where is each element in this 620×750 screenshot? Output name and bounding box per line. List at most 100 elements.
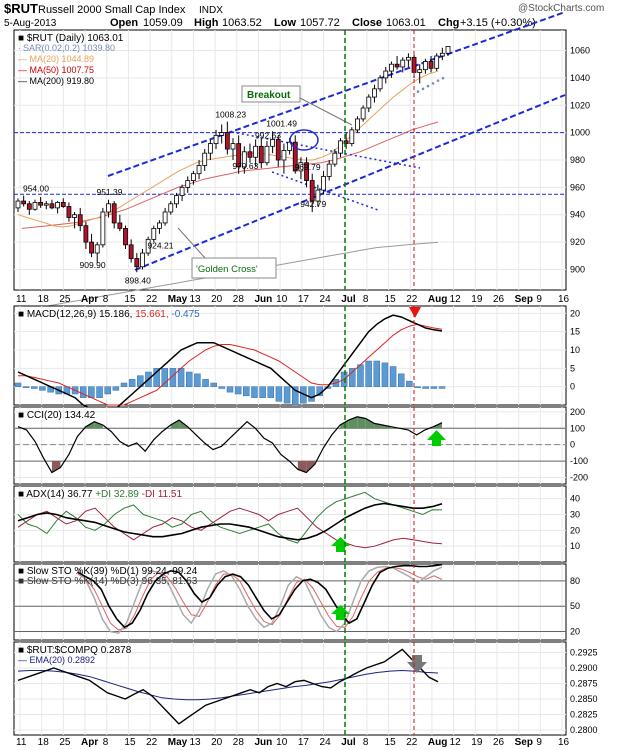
- price-label: 942.79: [300, 199, 326, 209]
- cci-line: [17, 416, 443, 474]
- header-date: 5-Aug-2013: [4, 18, 57, 29]
- red-down-arrow-icon: [409, 307, 421, 318]
- candle-body: [343, 140, 349, 144]
- candle-body: [196, 165, 202, 175]
- price-label: 970.63: [232, 161, 258, 171]
- macd-histogram-bar: [31, 386, 38, 389]
- price-label: 1001.49: [266, 119, 297, 129]
- x-tick-label: Jun: [254, 294, 272, 305]
- macd-histogram-bar: [161, 368, 169, 387]
- candle-body: [213, 134, 219, 144]
- candle-body: [185, 180, 191, 188]
- x-tick-label: 10: [276, 737, 288, 748]
- candle-body: [140, 252, 145, 268]
- x-tick-label: 17: [298, 737, 310, 748]
- x-tick-label: Sep: [515, 294, 533, 305]
- sar-dot: [431, 82, 435, 85]
- x-tick-label: 17: [298, 294, 310, 305]
- x-tick-label: 8: [363, 294, 369, 305]
- y-tick-label: 30: [570, 510, 580, 520]
- y-tick-label: 1060: [570, 46, 590, 56]
- header-close: 1063.01: [386, 17, 426, 29]
- macd-histogram-bar: [218, 386, 226, 389]
- di-minus-label: -DI 11.51: [142, 489, 183, 500]
- ratio-panel: 0.2925 0.2900 0.2875 0.2850 0.2825 0.2800 ■ $R…: [13, 641, 598, 736]
- macd-histogram-bar: [414, 386, 421, 388]
- candle-body: [83, 225, 89, 243]
- x-tick-label: Jul: [341, 737, 356, 748]
- candle-body: [145, 238, 151, 254]
- candle-body: [151, 228, 157, 240]
- candle-body: [309, 180, 315, 202]
- macd-histogram-bar: [275, 386, 283, 402]
- candle-body: [123, 228, 128, 246]
- candle-body: [326, 163, 332, 177]
- candle-body: [247, 151, 253, 158]
- candle-body: [38, 202, 44, 206]
- x-tick-label: 25: [59, 737, 71, 748]
- macd-histogram-bar: [202, 379, 209, 387]
- header-close-label: Close: [352, 17, 382, 29]
- candle-body: [270, 139, 276, 147]
- macd-histogram-bar: [430, 386, 438, 389]
- candle-body: [219, 132, 225, 136]
- price-label: 909.90: [80, 260, 106, 270]
- sto-k39-line: [77, 563, 443, 629]
- candle-body: [275, 139, 281, 161]
- x-tick-label: 24: [320, 294, 332, 305]
- price-label: 924.21: [147, 240, 173, 250]
- y-tick-label: 50: [570, 601, 580, 611]
- candle-body: [94, 244, 100, 254]
- breakout-label: Breakout: [247, 90, 291, 101]
- green-up-arrow-icon: [331, 537, 350, 552]
- sar-dot: [426, 84, 430, 88]
- macd-label: ■ MACD(12,26,9) 15.186, 15.661, -0.475: [18, 309, 200, 320]
- y-tick-label: 0.2850: [570, 694, 598, 704]
- x-tick-label: Aug: [428, 294, 447, 305]
- di-plus-line: [17, 491, 443, 544]
- candle-body: [162, 211, 168, 224]
- cci-panel: 200 100 0 -100 -200 ■ CCI(20) 134.42: [13, 406, 588, 485]
- candle-body: [298, 162, 304, 172]
- x-tick-label: 26: [493, 294, 505, 305]
- candle-body: [55, 202, 61, 209]
- macd-histogram-bar: [308, 386, 315, 402]
- macd-histogram-bar: [259, 386, 266, 398]
- macd-histogram-bar: [291, 386, 299, 406]
- macd-histogram-bar: [96, 386, 103, 398]
- candle-body: [332, 152, 338, 165]
- x-axis-lower: 11 18 25 Apr 8 15 22 May 13 20 28 Jun 10 17 24 Jul 8 15 22…: [16, 737, 570, 748]
- x-tick-label: 22: [406, 294, 418, 305]
- falling-wedge-top: [231, 131, 421, 169]
- legend-ma50: — MA(50) 1007.75: [18, 65, 94, 75]
- macd-histogram-bar: [22, 386, 30, 388]
- macd-panel: 20 15 10 5 0 ■ MACD(12,26,9) 15.186, 15.661, …: [13, 305, 580, 414]
- cci-frame: [13, 406, 567, 485]
- header-chg: +3.15 (+0.30%): [460, 17, 536, 29]
- breakout-box: [241, 85, 301, 103]
- sto-label-1: ■ Slow STO %K(39) %D(1) 99.24, 99.24: [18, 566, 198, 577]
- x-tick-label: 8: [103, 294, 109, 305]
- golden-cross-box: [191, 257, 277, 279]
- macd-value: 15.186,: [99, 309, 135, 320]
- candle-body: [405, 56, 411, 61]
- price-label: 1008.23: [215, 109, 246, 119]
- candle-body: [355, 118, 360, 131]
- y-tick-label: 20: [570, 308, 580, 318]
- y-tick-label: 0.2925: [570, 648, 598, 658]
- candle-body: [106, 203, 111, 213]
- ratio-frame: [13, 641, 567, 736]
- header-watermark: @StockCharts.com: [518, 3, 604, 14]
- candle-body: [389, 63, 394, 72]
- y-tick-label: 0.2800: [570, 725, 598, 735]
- macd-histogram-bar: [243, 386, 250, 397]
- candle-body: [253, 145, 259, 158]
- lower-channel-line: [134, 94, 566, 271]
- macd-histogram-bar: [251, 386, 258, 398]
- ratio-line: [17, 648, 439, 725]
- y-tick-label: 15: [570, 327, 580, 337]
- candle-body: [304, 162, 309, 181]
- y-tick-label: 0.2900: [570, 663, 598, 673]
- candle-body: [179, 186, 185, 196]
